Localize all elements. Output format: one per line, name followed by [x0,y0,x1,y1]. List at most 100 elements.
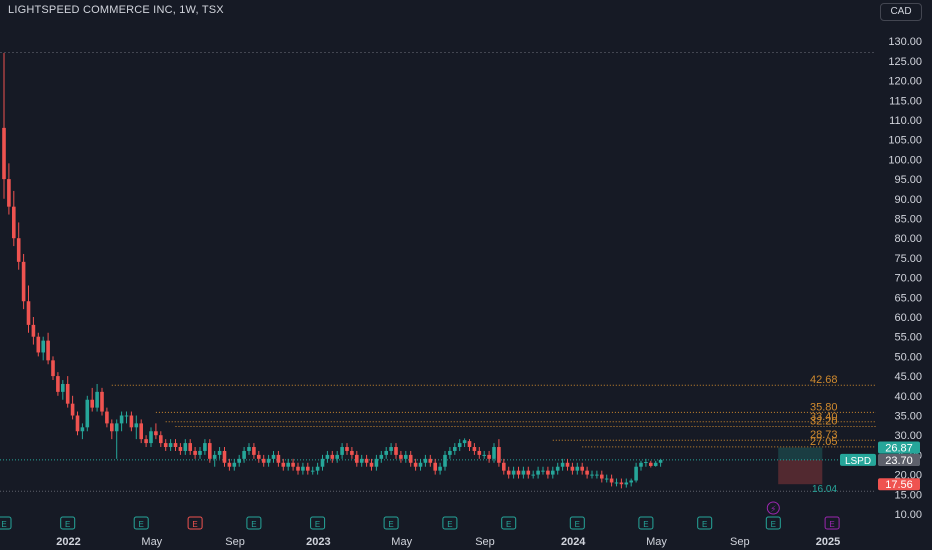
earnings-marker-label: E [1,520,6,529]
candle-body [208,443,212,459]
candle-body [222,450,227,463]
y-tick-label: 35.00 [894,411,922,423]
level-label: 27.05 [810,436,838,448]
candle-body [198,450,202,455]
candle-body [320,458,325,467]
candle-body [168,443,173,448]
candle-body [443,454,447,467]
candle-body [183,443,188,451]
candle-body [364,458,369,463]
candle-body [330,454,335,459]
candle-body [448,450,452,455]
candle-body [46,340,50,361]
candle-body [242,450,246,459]
candle-body [178,447,183,451]
candle-body [399,454,403,459]
candle-body [154,431,158,436]
candle-body [144,439,148,444]
candle-body [472,447,477,451]
price-label-box [878,441,920,454]
earnings-marker [246,516,262,530]
candle-body [193,450,197,455]
candle-body [124,415,129,417]
candle-body [227,462,232,467]
earnings-marker [383,516,399,530]
candle-body [203,443,207,451]
y-tick-label: 75.00 [894,253,922,265]
candle-body [301,466,305,471]
candle-body [653,462,658,466]
candle-body [467,441,472,448]
y-tick-label: 15.00 [894,489,922,501]
candle-body [61,383,65,392]
candle-body [110,423,114,432]
x-tick-label: May [391,536,412,548]
candle-body [408,454,413,463]
candle-body [51,360,55,377]
y-tick-label: 80.00 [894,233,922,245]
y-tick-label: 70.00 [894,273,922,285]
x-tick-label: Sep [225,536,245,548]
price-label-box [878,478,920,491]
x-tick-label: May [646,536,667,548]
price-label-box [878,454,920,467]
candle-body [526,470,531,475]
candle-body [252,447,256,455]
candle-body [658,459,663,463]
earnings-marker-label: E [829,520,834,529]
y-tick-label: 105.00 [888,135,922,147]
candle-body [217,450,222,455]
candle-body [12,206,16,239]
y-tick-label: 130.00 [888,36,922,48]
candle-body [359,458,364,463]
candle-body [418,462,423,467]
candle-body [105,411,109,424]
candle-body [433,462,437,471]
candle-body [462,440,467,444]
earnings-marker [0,516,12,530]
candle-body [404,454,408,459]
y-tick-label: 55.00 [894,332,922,344]
candle-body [36,336,41,353]
candle-body [497,447,501,463]
candle-body [379,454,384,459]
candle-body [41,340,45,353]
candle-body [310,470,315,472]
candle-body [644,461,648,463]
currency-button[interactable]: CAD [880,3,922,21]
lightning-icon-glyph: ⚡ [770,505,776,515]
earnings-marker-label: E [315,520,320,529]
candle-body [271,454,276,459]
candle-body [119,415,124,424]
candle-body [546,470,550,475]
earnings-marker-label: E [65,520,70,529]
candle-body [394,447,398,455]
price-label: 26.87 [885,443,913,455]
candle-body [56,376,60,392]
candle-body [149,431,153,444]
candle-body [159,435,163,444]
candle-body [629,480,633,483]
candle-body [70,403,75,416]
candle-body [531,474,535,476]
x-tick-label: 2022 [56,536,80,548]
candle-body [296,466,300,471]
candle-body [114,423,119,432]
candle-body [614,482,619,484]
y-tick-label: 115.00 [889,95,922,107]
candle-body [291,462,295,467]
candle-body [609,478,614,483]
candle-body [95,391,99,408]
candle-body [2,127,6,180]
candle-body [604,478,609,480]
candle-body [428,458,433,463]
candle-body [575,466,580,471]
level-label: 42.68 [810,374,838,386]
candle-body [16,238,21,262]
price-label: 23.70 [885,455,913,467]
candle-body [26,301,31,325]
candle-body [384,450,388,455]
ticker-tag: LSPD [845,456,871,467]
earnings-marker [501,516,517,530]
